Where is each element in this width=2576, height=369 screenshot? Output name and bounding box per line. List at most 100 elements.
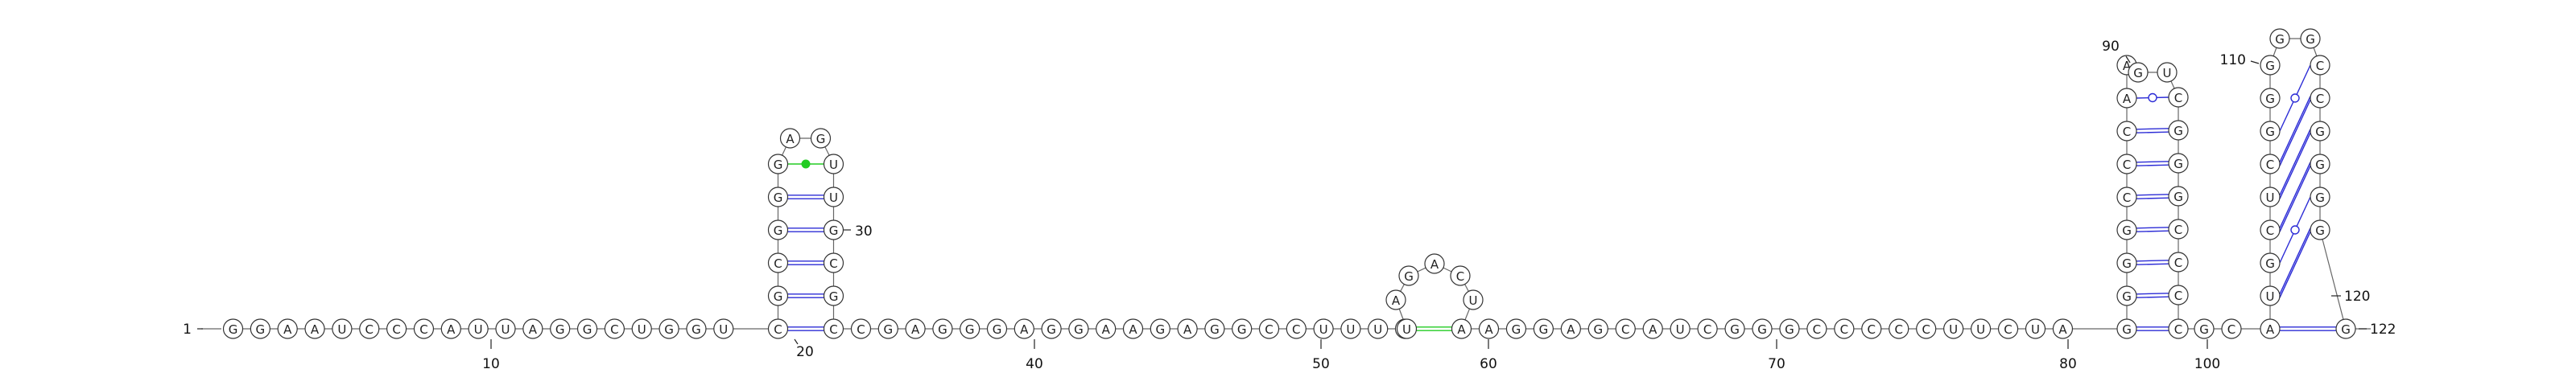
nucleotide-circle (823, 154, 844, 174)
nucleotide-circle (1286, 318, 1307, 339)
nucleotide-letter: C (419, 322, 427, 337)
nucleotide-circle (576, 318, 598, 339)
nucleotide-letter: C (2316, 92, 2324, 106)
nucleotide-letter: G (1730, 322, 1740, 337)
nucleotide: U (823, 187, 844, 207)
nucleotide-circle (1340, 318, 1361, 339)
nucleotide: C (2221, 318, 2242, 339)
nucleotide-circle (713, 318, 734, 339)
nucleotide-letter: U (1949, 322, 1958, 337)
nucleotide: C (1615, 318, 1636, 339)
nucleotide-circle (440, 318, 461, 339)
nucleotide-circle (1889, 318, 1909, 339)
nucleotide: U (1971, 318, 1992, 339)
nucleotide: C (2168, 87, 2189, 108)
nucleotide: G (2116, 285, 2137, 306)
nucleotide: G (823, 285, 844, 306)
nucleotide-circle (823, 318, 844, 339)
nucleotide-letter: U (1373, 322, 1382, 337)
nucleotide-letter: G (938, 322, 947, 337)
nucleotide-circle (1505, 318, 1527, 339)
nucleotide: C (850, 318, 872, 339)
nucleotide-letter: G (2265, 92, 2275, 106)
nucleotide: U (1396, 318, 1418, 339)
nucleotide-letter: G (2275, 32, 2285, 47)
nucleotide: A (522, 318, 543, 339)
nucleotide-circle (1943, 318, 1964, 339)
nucleotide-letter: A (1020, 322, 1029, 337)
nucleotide-letter: G (774, 223, 783, 238)
nucleotide: U (495, 318, 516, 339)
nucleotide: U (1368, 318, 1389, 339)
nucleotide-letter: C (2174, 289, 2182, 303)
nucleotide: G (2310, 187, 2330, 207)
nucleotide: C (823, 318, 844, 339)
nucleotide: G (767, 154, 789, 174)
nucleotide: G (1587, 318, 1608, 339)
nucleotide: G (2168, 153, 2189, 174)
nucleotide-letter: G (555, 322, 565, 337)
nucleotide: A (1642, 318, 1663, 339)
nucleotide-circle (1150, 318, 1170, 339)
nucleotide-letter: G (256, 322, 266, 337)
nucleotide: C (767, 318, 789, 339)
nucleotide-circle (2168, 186, 2189, 207)
nucleotide-circle (604, 318, 625, 339)
nucleotide: U (2025, 318, 2046, 339)
nucleotide-circle (1068, 318, 1089, 339)
nucleotide-circle (1971, 318, 1992, 339)
nucleotide-circle (2300, 28, 2321, 49)
nucleotide: A (2260, 318, 2281, 339)
nucleotide: G (250, 318, 270, 339)
nucleotide-circle (2260, 55, 2281, 76)
nucleotide-circle (2168, 219, 2189, 240)
nucleotide: C (1861, 318, 1882, 339)
nucleotide: C (823, 252, 844, 273)
nucleotide-circle (2168, 285, 2189, 305)
nucleotide: G (2310, 121, 2330, 141)
nucleotide: A (277, 318, 298, 339)
nucleotide-circle (1806, 318, 1827, 339)
nucleotide-letter: G (2315, 223, 2325, 238)
nucleotide: G (767, 219, 789, 240)
nucleotide-circle (1697, 318, 1718, 339)
base-pair-watson-crick (2136, 260, 2169, 262)
nucleotide: A (1013, 318, 1034, 339)
nucleotide: G (2335, 318, 2356, 339)
base-pair-watson-crick (2136, 230, 2169, 232)
nucleotide-letter: U (502, 322, 510, 337)
nucleotide-letter: G (1155, 322, 1165, 337)
nucleotide: A (905, 318, 926, 339)
nucleotide-letter: C (857, 322, 865, 337)
wobble-marker (2290, 225, 2300, 235)
nucleotide: G (2260, 252, 2281, 273)
nucleotide-circle (1232, 318, 1253, 339)
nucleotide: G (2260, 121, 2281, 141)
backbone-segment (2319, 229, 2347, 330)
nucleotide-letter: G (2306, 32, 2315, 47)
nucleotide: G (986, 318, 1008, 339)
nucleotide-circle (2116, 121, 2137, 141)
nucleotide: G (960, 318, 980, 339)
nucleotide: C (2168, 219, 2189, 240)
nucleotide: A (1478, 318, 1500, 339)
wobble-marker (2290, 93, 2300, 103)
nucleotide: G (1505, 318, 1527, 339)
nucleotide-letter: G (1757, 322, 1767, 337)
nucleotide: A (1177, 318, 1198, 339)
nucleotide-circle (2116, 88, 2137, 109)
nucleotide-letter: A (447, 322, 456, 337)
nucleotide: C (1450, 265, 1471, 286)
position-number-label: 70 (1768, 356, 1785, 369)
nucleotide: G (2116, 318, 2137, 339)
nucleotide-letter: C (2174, 322, 2182, 337)
nucleotide-circle (2221, 318, 2242, 339)
nucleotide-circle (2260, 252, 2281, 273)
nucleotide-circle (1396, 318, 1418, 339)
nucleotide-circle (1587, 318, 1608, 339)
nucleotide-circle (495, 318, 516, 339)
nucleotide-circle (2310, 219, 2330, 240)
nucleotide-letter: C (2004, 322, 2012, 337)
nucleotide: G (810, 128, 832, 149)
